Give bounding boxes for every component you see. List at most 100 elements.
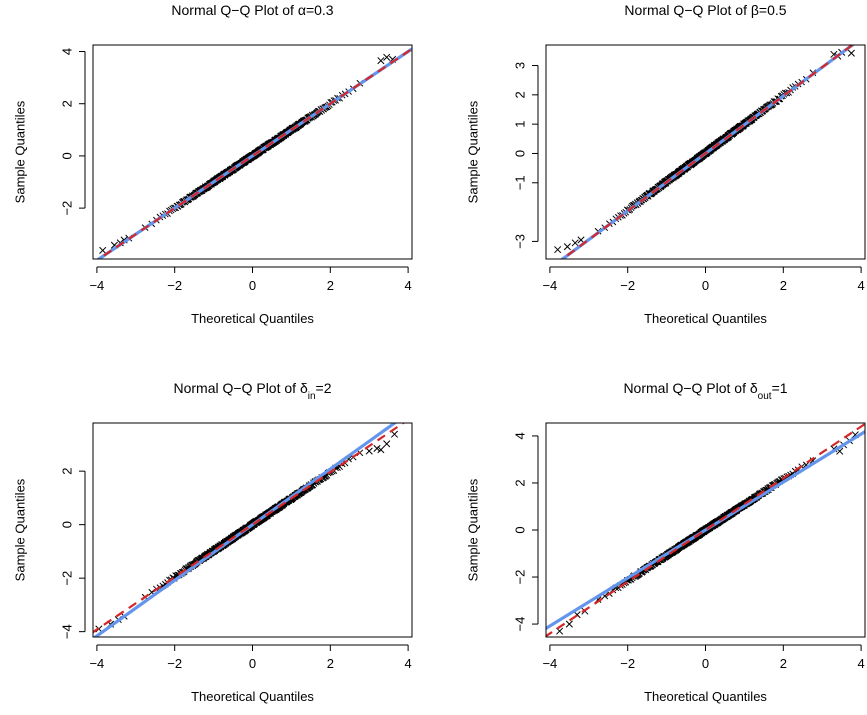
y-tick-label: −3 (513, 234, 528, 249)
y-tick-label: 1 (513, 121, 528, 128)
fit-line (546, 429, 865, 631)
y-tick-label: −4 (513, 617, 528, 632)
tail-point (565, 620, 573, 628)
fit-line (93, 423, 398, 637)
y-tick-label: −4 (60, 624, 75, 639)
x-tick-label: 2 (327, 656, 334, 671)
plot-frame (92, 422, 413, 638)
qq-panel-2: −4 −2 0 2 4 −3 −1 0 1 2 3 Theoretical Quantiles Samp… (466, 2, 866, 326)
x-tick-label: −2 (620, 656, 635, 671)
x-tick-label: −4 (542, 656, 557, 671)
y-axis-title: Sample Quantiles (466, 478, 481, 581)
title-param-value: =0.3 (306, 2, 334, 18)
x-tick-label: 0 (249, 278, 256, 293)
tail-point (377, 57, 385, 65)
x-tick-label: 2 (780, 278, 787, 293)
y-tick-label: 0 (60, 152, 75, 159)
x-axis-title: Theoretical Quantiles (191, 689, 314, 704)
title-param-symbol: β (751, 2, 759, 18)
y-axis: −4 −2 0 2 4 (513, 432, 539, 631)
x-axis-title: Theoretical Quantiles (644, 689, 767, 704)
tail-point (554, 246, 562, 254)
y-tick-label: −2 (60, 571, 75, 586)
reference-line (96, 47, 412, 259)
tail-point (390, 430, 399, 438)
plot-area (93, 423, 406, 637)
title-param-symbol: δ (750, 380, 758, 396)
x-tick-label: −4 (89, 278, 104, 293)
tail-point (383, 53, 391, 61)
fit-line (559, 45, 856, 259)
y-axis: −3 −1 0 1 2 3 (513, 62, 539, 249)
qq-panel-3: −4 −2 0 2 4 −4 −2 0 2 Theoretical Quantiles Sample… (13, 380, 413, 704)
chart-title: Normal Q−Q Plot of δin=2 (174, 380, 332, 402)
x-tick-label: −2 (620, 278, 635, 293)
chart-title: Normal Q−Q Plot of δout=1 (623, 380, 787, 402)
qq-panel-1: −4 −2 0 2 4 −2 0 2 4 Theoretical Quantiles Sample … (13, 2, 413, 326)
y-tick-label: 0 (60, 521, 75, 528)
sample-points (95, 430, 399, 633)
x-axis-title: Theoretical Quantiles (191, 311, 314, 326)
title-prefix: Normal Q−Q Plot of (624, 2, 750, 18)
x-axis-title: Theoretical Quantiles (644, 311, 767, 326)
y-tick-label: 2 (513, 91, 528, 98)
x-tick-label: −2 (167, 656, 182, 671)
x-tick-label: 4 (404, 278, 411, 293)
tail-point (377, 446, 385, 454)
x-tick-label: −4 (542, 278, 557, 293)
title-param-subscript: in (308, 391, 316, 402)
y-tick-label: 3 (513, 62, 528, 69)
title-param-symbol: α (298, 2, 306, 18)
x-tick-label: 2 (327, 278, 334, 293)
y-tick-label: −2 (60, 201, 75, 216)
y-axis: −2 0 2 4 (60, 48, 86, 216)
x-tick-label: 4 (857, 278, 864, 293)
x-axis: −4 −2 0 2 4 (89, 644, 412, 671)
title-prefix: Normal Q−Q Plot of (623, 380, 749, 396)
x-tick-label: 0 (702, 278, 709, 293)
plot-frame (545, 422, 866, 638)
y-axis-title: Sample Quantiles (13, 478, 28, 581)
title-prefix: Normal Q−Q Plot of (171, 2, 297, 18)
title-prefix: Normal Q−Q Plot of (174, 380, 300, 396)
y-axis-title: Sample Quantiles (13, 100, 28, 203)
sample-points (99, 53, 397, 254)
x-axis: −4 −2 0 2 4 (542, 266, 865, 293)
x-axis: −4 −2 0 2 4 (542, 644, 865, 671)
reference-line (560, 45, 855, 259)
y-axis-title: Sample Quantiles (466, 100, 481, 203)
x-tick-label: −2 (167, 278, 182, 293)
title-param-symbol: δ (300, 380, 308, 396)
reference-line (546, 423, 865, 637)
x-tick-label: 4 (857, 656, 864, 671)
y-tick-label: −1 (513, 175, 528, 190)
x-tick-label: 0 (249, 656, 256, 671)
tail-point (373, 444, 381, 452)
x-tick-label: −4 (89, 656, 104, 671)
plot-frame (92, 44, 413, 260)
y-tick-label: 2 (60, 100, 75, 107)
y-tick-label: 0 (513, 526, 528, 533)
y-tick-label: 0 (513, 150, 528, 157)
tail-point (571, 239, 579, 247)
title-param-value: =2 (316, 380, 332, 396)
y-tick-label: −2 (513, 570, 528, 585)
y-axis: −4 −2 0 2 (60, 468, 86, 639)
reference-line (93, 423, 406, 634)
qq-panel-4: −4 −2 0 2 4 −4 −2 0 2 4 Theoretical Quantiles Sampl… (466, 380, 866, 704)
tail-point (847, 49, 855, 57)
y-tick-label: 2 (60, 468, 75, 475)
x-tick-label: 4 (404, 656, 411, 671)
tail-point (383, 440, 391, 448)
plot-area (546, 423, 865, 637)
x-tick-label: 2 (780, 656, 787, 671)
y-tick-label: 4 (513, 432, 528, 439)
x-tick-label: 0 (702, 656, 709, 671)
title-param-subscript: out (758, 391, 772, 402)
y-tick-label: 4 (60, 48, 75, 55)
title-param-value: =1 (772, 380, 788, 396)
plot-frame (545, 44, 866, 260)
y-tick-label: 2 (513, 479, 528, 486)
title-param-value: =0.5 (759, 2, 787, 18)
